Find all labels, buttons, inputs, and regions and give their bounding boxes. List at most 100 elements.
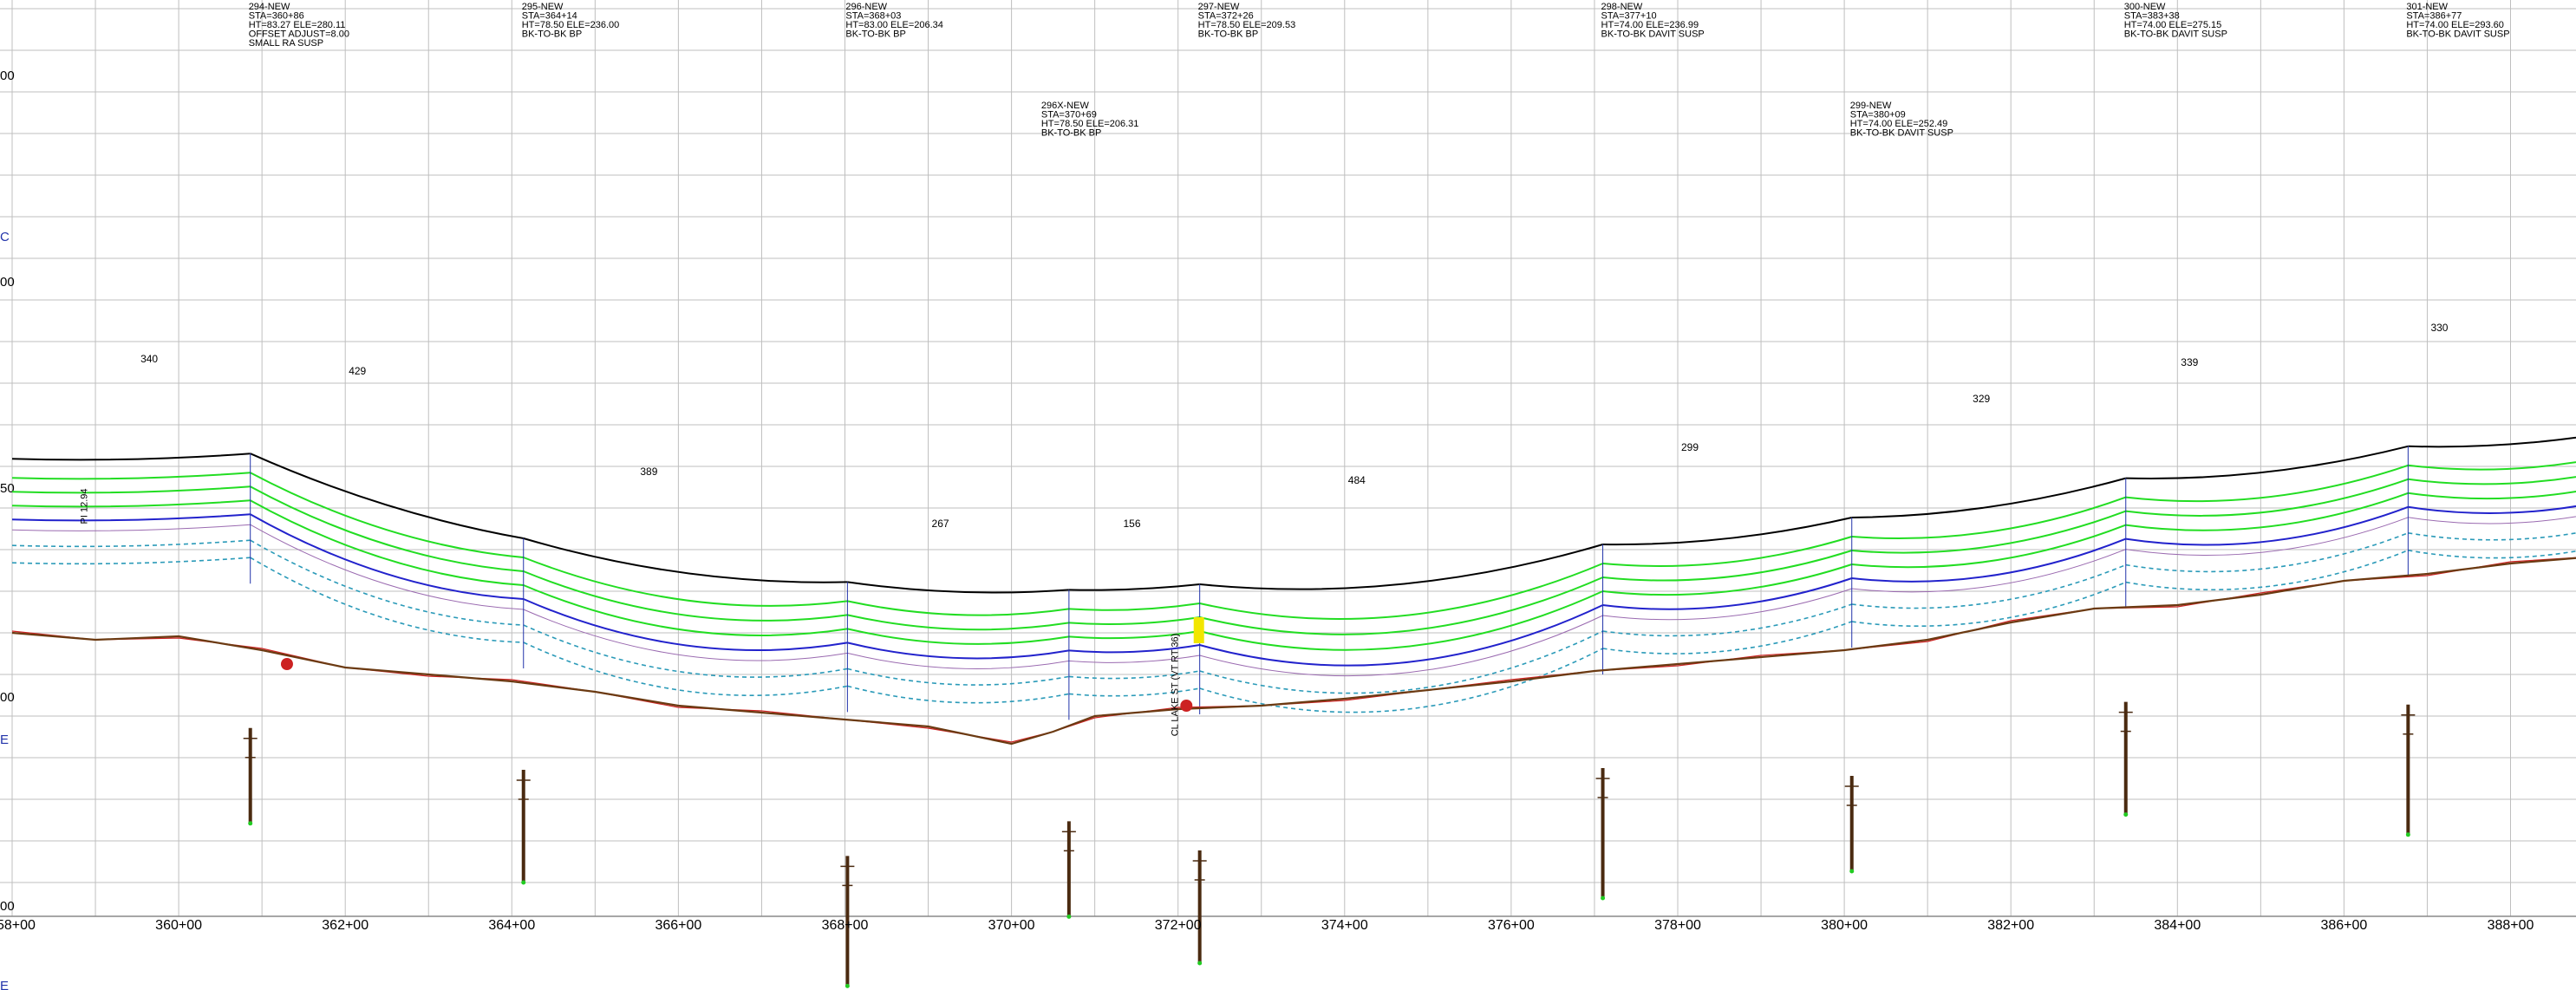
conductor-span [2125,517,2409,557]
station-axis: 358+00 360+00 362+00 364+00 366+00 368+00 370+… [0,918,2534,933]
conductor-span [1068,670,1200,680]
structure-label-line: OFFSET ADJUST=8.00 [249,29,349,40]
conductor-span [1602,588,1852,621]
left-edge-label: C [0,230,10,244]
left-edge-label: 00 [0,690,15,705]
structure-label-line: HT=78.50 ELE=209.53 [1198,20,1296,30]
conductor-span [1199,563,1603,620]
conductor-span [1602,536,1853,567]
conductor-span [1602,517,1852,546]
left-edge-label: 00 [0,68,15,83]
span-length-label: 156 [1123,518,1140,530]
station-tick-label: 368+00 [822,918,869,933]
pole-base [2123,812,2129,817]
station-tick-label: 366+00 [655,918,701,933]
station-tick-label: 372+00 [1155,918,1202,933]
structure-label-line: 296X-NEW [1041,101,1090,111]
conductor-span [1199,648,1603,713]
conductor-span [1602,550,1853,582]
span-length-label: 330 [2430,322,2448,334]
conductor-span [1199,576,1603,635]
conductor-span [1199,615,1603,677]
conductor-span [847,668,1070,686]
pole-structure [1061,821,1076,919]
span-length-label: 339 [2181,356,2198,368]
structure-label-line: BK-TO-BK DAVIT SUSP [2124,29,2227,40]
conductor-span [2408,461,2576,471]
span-length-label: 299 [1681,441,1699,453]
structure-label-line: STA=372+26 [1198,11,1254,22]
conductor-span [523,584,848,636]
conductor-span [1602,577,1853,610]
structure-label-line: HT=83.00 ELE=206.34 [845,20,943,30]
conductor-span [847,628,1070,645]
ground-line [11,557,2576,746]
conductor-span [523,609,848,661]
structure-label-line: BK-TO-BK DAVIT SUSP [2406,29,2509,40]
structure-label-line: BK-TO-BK BP [1198,29,1258,40]
station-tick-label: 360+00 [155,918,202,933]
conductor-span [250,524,524,610]
conductor-span [250,539,524,626]
conductor-span [523,557,848,607]
conductor-span [1851,537,2127,583]
structure-label-line: HT=83.27 ELE=280.11 [249,20,346,30]
conductor-span [2125,464,2409,503]
conductor-span [847,685,1070,704]
road-crossing-labels: FIELD RDFIELD RDFIELD RDCL LAKE ST (VT R… [79,489,1181,737]
station-tick-label: 382+00 [1987,918,2034,933]
conductor-span [250,499,524,586]
conductor-span [847,614,1070,631]
conductor-span [1602,621,1853,655]
structure-label-line: 296-NEW [845,2,887,12]
conductor-span [1068,602,1200,611]
left-edge-label: 00 [0,275,15,290]
conductor-span [847,600,1070,616]
span-length-label: 340 [140,353,158,365]
structure-label-line: HT=78.50 ELE=236.00 [522,20,620,30]
conductor-span [1199,590,1603,651]
station-tick-label: 378+00 [1654,918,1701,933]
conductor-span [11,499,251,508]
span-length-label: 484 [1348,474,1366,486]
station-tick-label: 386+00 [2320,918,2367,933]
ground-profile [11,557,2576,746]
conductor-span [250,557,524,643]
pole-structure [840,856,855,988]
structure-poles [243,701,2416,988]
conductor-span [2125,478,2409,517]
structure-label-line: STA=377+10 [1601,11,1657,22]
conductor-span [1851,510,2127,554]
conductor-span [11,453,251,461]
station-tick-label: 358+00 [0,918,36,933]
conductor-span [11,539,251,548]
conductor-span [2125,492,2409,531]
vegetation-marker [280,658,293,670]
left-edge-label: E [0,979,9,990]
structure-label-line: STA=360+86 [249,11,304,22]
structure-label-line: STA=368+03 [845,11,901,22]
conductor-span [2408,476,2576,485]
structure-label-line: HT=74.00 ELE=293.60 [2406,20,2504,30]
structure-label-line: STA=386+77 [2406,11,2462,22]
structure-label-line: 300-NEW [2124,2,2166,12]
structure-label-line: HT=74.00 ELE=236.99 [1601,20,1699,30]
conductor-span [523,570,848,622]
conductor-span [1068,687,1200,697]
pole-base [521,880,526,885]
pole-base [1066,914,1072,919]
conductor-span [11,485,251,494]
station-tick-label: 370+00 [988,918,1035,933]
conductor-span [11,513,251,522]
conductor-span [1199,544,1603,590]
road-crossing-label: CL LAKE ST (VT RT 36) [1171,634,1181,737]
structure-label-line: BK-TO-BK BP [522,29,582,40]
station-tick-label: 364+00 [488,918,535,933]
structure-label-line: STA=380+09 [1850,110,1906,120]
station-tick-label: 388+00 [2488,918,2534,933]
conductor-span [2408,490,2576,500]
pole-structure [243,727,258,826]
structure-label-line: SMALL RA SUSP [249,38,323,49]
conductor-span [1602,603,1853,637]
